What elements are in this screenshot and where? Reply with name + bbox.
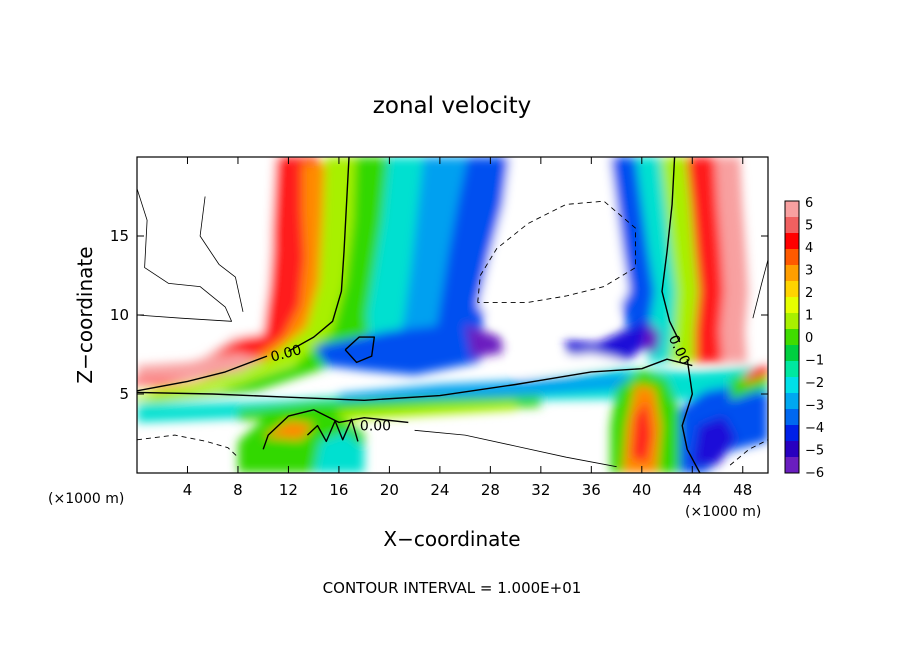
zero-contour-jet [137,358,693,401]
colorbar-label: 6 [805,196,813,211]
colorbar-frame [784,200,800,474]
colorbar-label: 2 [805,286,813,301]
lower-orange [263,420,314,440]
zero-contour-left-lower [137,355,268,392]
right-pink [715,157,750,363]
x-tick-label: 44 [683,481,702,499]
colorbar-swatch [785,297,799,314]
colorbar-swatch [785,457,799,474]
plume-cyan [366,157,429,341]
colorbar-swatch [785,281,799,298]
chart-title: zonal velocity [373,93,531,119]
thin-contour-upper-left [137,188,233,322]
colorbar-swatch [785,249,799,266]
zero-contour-right-lower [681,359,701,473]
right-lobe-purple [641,321,661,353]
x-tick-label: 36 [582,481,601,499]
x-tick-label: 48 [733,481,752,499]
colorbar-swatch [785,201,799,218]
colorbar-swatch [785,377,799,394]
upper-left-white [137,157,276,338]
right-edge-red [742,362,768,385]
thin-contour-right-edge [752,259,768,319]
x-tick-label: 20 [380,481,399,499]
x-axis: 4 8 12 16 20 24 28 32 36 40 44 48 [183,157,752,499]
colorbar-swatch [785,441,799,458]
colorbar-swatch [785,345,799,362]
y-tick-label: 15 [110,227,129,245]
colorbar-swatch [785,217,799,234]
y-axis: 5 10 15 [110,227,768,403]
x-tick-label: 16 [329,481,348,499]
x-tick-label: 24 [430,481,449,499]
contour-label: 0.00 [269,342,303,366]
plume-blue [436,157,514,331]
dashed-contour-upper [477,200,636,303]
contour-label: 0.00 [360,419,391,435]
contour-interval-note: CONTOUR INTERVAL = 1.000E+01 [323,579,582,597]
upper-right-white [749,157,768,360]
colorbar-label: −6 [805,466,824,481]
thin-contour-upper-left-2 [199,196,244,312]
y-tick-label: 5 [119,385,129,403]
x-tick-label: 28 [481,481,500,499]
lower-right-darkblue [692,416,737,466]
colorbar-swatch [785,425,799,442]
x-tick-label: 12 [279,481,298,499]
lower-cyan [313,431,365,473]
plume-orange [144,163,336,391]
colorbar-label: 4 [805,241,813,256]
right-lobe-blue [566,321,655,360]
colorbar-label: 0 [805,331,813,346]
white-gap [515,352,623,375]
contour-label-text: 0.00 [269,342,303,366]
colorbar-swatch [785,409,799,426]
plume-green [137,157,394,404]
colorbar-swatch [785,393,799,410]
colorbar-label: 1 [805,309,813,324]
colorbar-swatch [785,313,799,330]
x-tick-label: 32 [531,481,550,499]
zigzag-contour [306,418,359,443]
closed-contour-small [344,336,375,364]
contour-label-text: 0.00 [360,419,391,435]
velocity-field: 0.000.000.00 [137,157,768,473]
plume-lightgreen [137,157,366,398]
zero-contour-left [288,157,350,352]
x-tick-label: 4 [183,481,193,499]
x-tick-label: 40 [632,481,651,499]
x-axis-label: X−coordinate [383,527,520,551]
colorbar-label: 5 [805,219,813,234]
zero-contour-right [661,157,681,343]
colorbar-swatch [785,233,799,250]
colorbar-label: −4 [805,421,824,436]
lower-contour-thin [414,429,617,468]
colorbar-swatch [785,265,799,282]
jet-lightgreen [338,401,516,421]
x-tick-label: 8 [233,481,243,499]
colorbar-label: −5 [805,444,824,459]
x-unit-right: (×1000 m) [685,504,761,520]
colorbar-label: 3 [805,264,813,279]
colorbar-label: −3 [805,399,824,414]
y-tick-label: 10 [110,306,129,324]
color-bands [137,157,768,473]
y-axis-label: Z−coordinate [73,246,97,383]
x-unit-left: (×1000 m) [48,491,124,507]
left-pink-band [137,352,264,380]
zero-contour-lower-left [262,409,409,450]
colorbar-label: −2 [805,376,824,391]
mid-purple-lobe [465,324,503,358]
colorbar-swatch [785,361,799,378]
lower-right-red [631,400,652,464]
colorbar: 6 5 4 3 2 1 0 −1 −2 −3 −4 −5 −6 [784,196,824,481]
colorbar-swatch [785,329,799,346]
plume-red [137,157,322,385]
colorbar-label: −1 [805,354,824,369]
upper-white-region [477,157,630,331]
dashed-contour-lower-right [729,439,768,466]
